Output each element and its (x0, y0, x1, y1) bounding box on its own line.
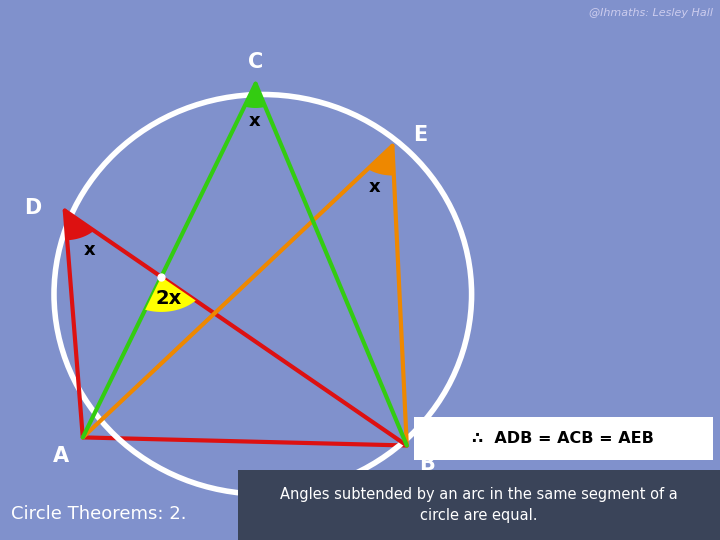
Text: Circle Theorems: 2.: Circle Theorems: 2. (11, 505, 186, 523)
Polygon shape (65, 211, 94, 240)
Text: E: E (413, 125, 427, 145)
Polygon shape (368, 146, 394, 176)
Text: Angles subtended by an arc in the same segment of a
circle are equal.: Angles subtended by an arc in the same s… (280, 487, 678, 523)
Text: D: D (24, 198, 41, 218)
Text: x: x (84, 241, 95, 259)
Text: B: B (419, 454, 435, 475)
Polygon shape (245, 84, 265, 108)
Text: C: C (248, 52, 264, 72)
Text: A: A (53, 446, 69, 467)
FancyBboxPatch shape (414, 417, 713, 460)
Text: @Ihmaths: Lesley Hall: @Ihmaths: Lesley Hall (589, 9, 713, 18)
Polygon shape (145, 277, 196, 312)
Text: x: x (369, 178, 380, 196)
FancyBboxPatch shape (238, 470, 720, 540)
Text: 2x: 2x (156, 289, 181, 308)
Text: ∴  ADB = ACB = AEB: ∴ ADB = ACB = AEB (472, 431, 654, 446)
Text: x: x (248, 112, 260, 131)
